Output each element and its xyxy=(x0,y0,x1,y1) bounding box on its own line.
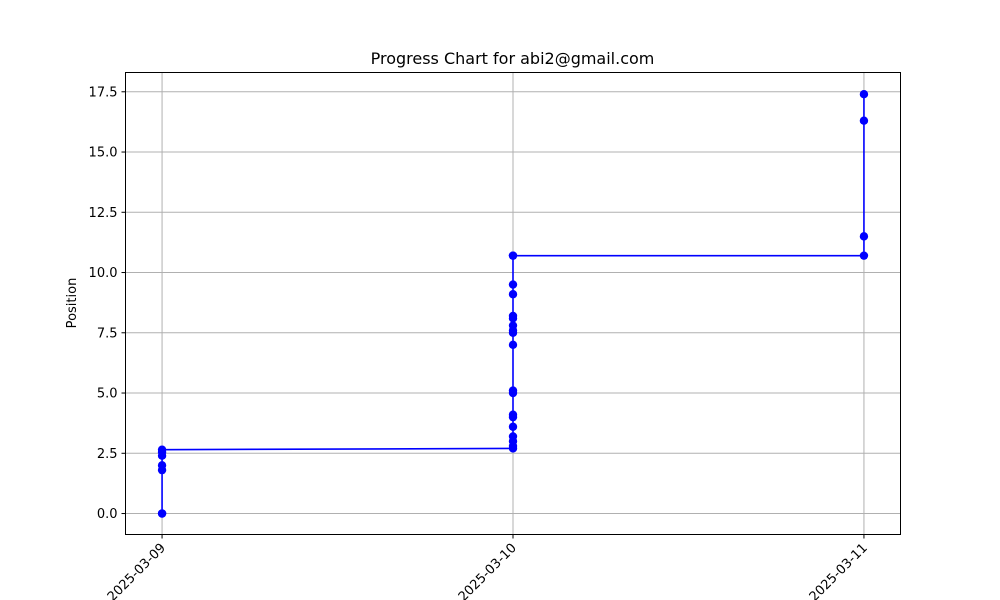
chart-title: Progress Chart for abi2@gmail.com xyxy=(371,49,655,68)
x-tick-label: 2025-03-11 xyxy=(807,541,871,600)
data-point xyxy=(508,340,518,350)
data-point xyxy=(508,251,518,260)
data-point xyxy=(508,321,518,330)
y-tick-label: 7.5 xyxy=(97,326,118,341)
y-tick-label: 0.0 xyxy=(97,507,118,522)
y-tick-label: 2.5 xyxy=(97,447,118,462)
y-tick-label: 10.0 xyxy=(89,266,118,281)
data-point xyxy=(157,445,167,454)
y-axis-label: Position xyxy=(65,278,80,329)
data-point xyxy=(859,251,869,260)
data-point xyxy=(859,232,869,241)
data-point xyxy=(157,509,167,518)
data-point xyxy=(508,386,518,395)
data-point xyxy=(508,410,518,419)
y-tick-label: 15.0 xyxy=(89,146,118,161)
ticks: 0.0 2.5 5.0 7.5 10.0 12.5 15.0 17.5 2025-03-09 20… xyxy=(89,85,871,600)
data-point xyxy=(157,461,167,470)
y-tick-label: 5.0 xyxy=(97,387,118,402)
y-tick-label: 12.5 xyxy=(89,206,118,221)
data-point xyxy=(508,432,518,441)
x-tick-label: 2025-03-09 xyxy=(105,541,169,600)
plot-frame xyxy=(125,72,901,535)
y-tick-label: 17.5 xyxy=(89,85,118,100)
data-point xyxy=(508,280,518,289)
data-point xyxy=(508,311,518,321)
series-layer xyxy=(157,89,869,518)
data-point xyxy=(508,290,518,299)
data-point xyxy=(859,89,869,99)
x-tick-label: 2025-03-10 xyxy=(456,541,520,600)
data-point xyxy=(508,422,518,431)
data-point xyxy=(859,116,869,125)
